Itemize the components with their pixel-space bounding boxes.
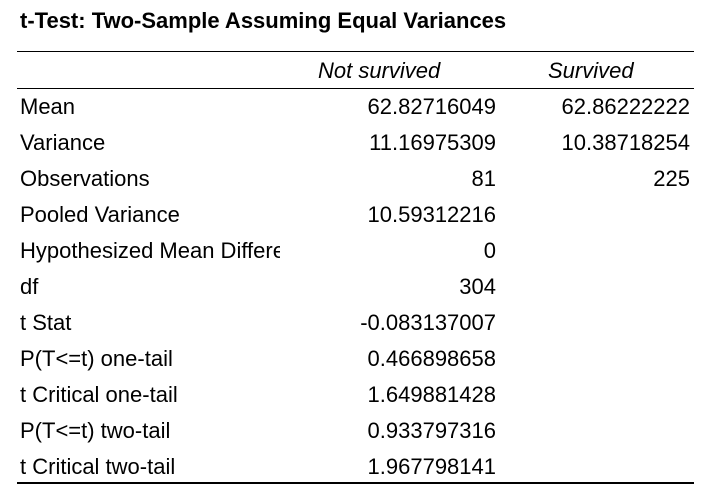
t-critical-one-tail-value: 1.649881428 [367,382,496,407]
p-one-tail-value: 0.466898658 [367,346,496,371]
row-label-mean: Mean [20,94,76,119]
observations-survived: 225 [653,166,690,191]
row-label-t-stat: t Stat [20,310,72,335]
variance-survived: 10.38718254 [561,130,690,155]
column-header-not-survived: Not survived [318,58,441,83]
row-label-pooled-variance: Pooled Variance [20,202,180,227]
column-header-survived: Survived [548,58,634,83]
row-label-p-one-tail: P(T<=t) one-tail [20,346,173,371]
row-label-hypothesized-mean-difference: Hypothesized Mean Difference [20,238,280,263]
observations-not-survived: 81 [471,166,496,191]
mean-not-survived: 62.82716049 [367,94,496,119]
row-label-df: df [20,274,39,299]
t-critical-two-tail-value: 1.967798141 [367,454,496,479]
header-rule [17,88,694,89]
t-stat-value: -0.083137007 [360,310,496,335]
row-label-observations: Observations [20,166,150,191]
df-value: 304 [459,274,496,299]
row-label-variance: Variance [20,130,106,155]
variance-not-survived: 11.16975309 [369,130,496,155]
mean-survived: 62.86222222 [561,94,690,119]
p-two-tail-value: 0.933797316 [367,418,496,443]
row-label-t-critical-two-tail: t Critical two-tail [20,454,176,479]
row-label-t-critical-one-tail: t Critical one-tail [20,382,178,407]
bottom-rule [17,482,694,484]
hypothesized-mean-difference-value: 0 [483,238,496,263]
row-label-p-two-tail: P(T<=t) two-tail [20,418,171,443]
top-rule [17,51,694,52]
table-title: t-Test: Two-Sample Assuming Equal Varian… [20,8,507,33]
pooled-variance-value: 10.59312216 [367,202,496,227]
